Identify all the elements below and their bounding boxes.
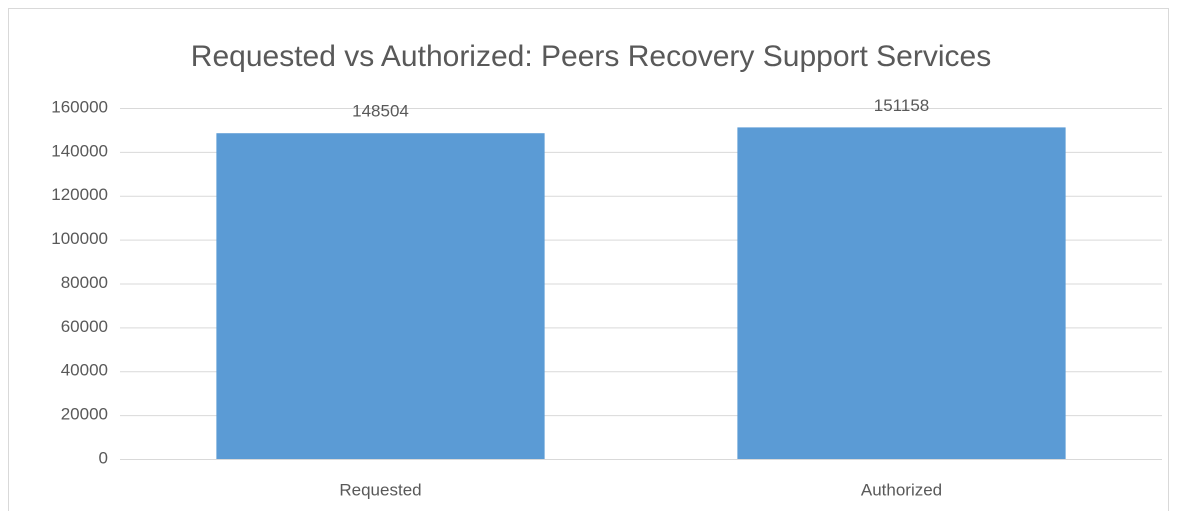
data-label: 148504 [352,102,409,121]
y-tick-label: 100000 [51,229,108,248]
y-tick-label: 160000 [51,97,108,116]
bar [216,133,545,459]
x-tick-label: Requested [339,480,421,499]
y-tick-label: 0 [99,448,108,467]
y-tick-label: 80000 [61,273,108,292]
y-tick-label: 140000 [51,141,108,160]
bar [737,127,1066,459]
x-tick-label: Authorized [861,480,942,499]
y-tick-label: 40000 [61,361,108,380]
y-tick-label: 120000 [51,185,108,204]
chart-title: Requested vs Authorized: Peers Recovery … [191,40,991,73]
data-label: 151158 [874,96,929,115]
y-tick-label: 60000 [61,317,108,336]
y-tick-label: 20000 [61,405,108,424]
